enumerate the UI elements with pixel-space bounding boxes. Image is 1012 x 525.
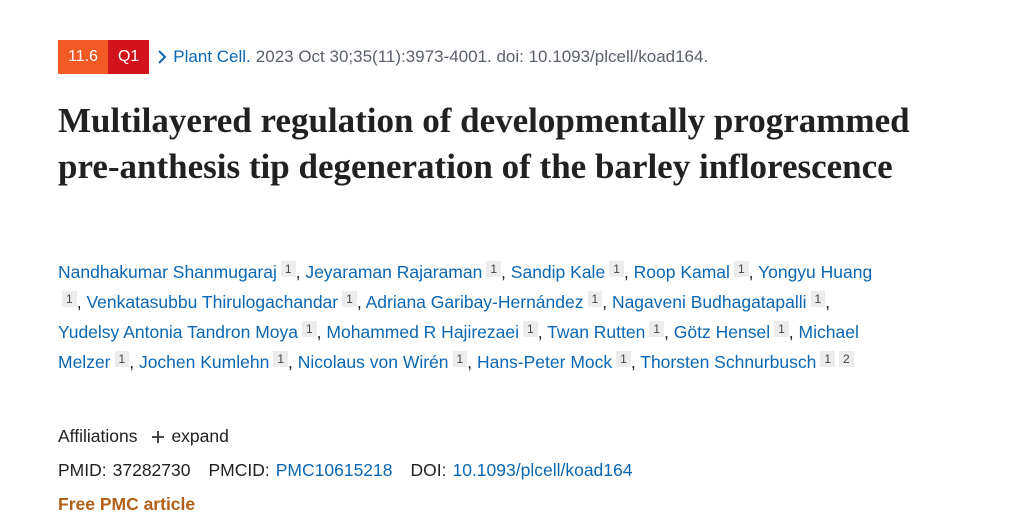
author-name[interactable]: Yongyu Huang [758, 262, 873, 282]
author: Adriana Garibay-Hernández 1, [365, 291, 608, 312]
author: Nicolaus von Wirén 1, [297, 351, 473, 372]
author-separator: , [664, 322, 669, 342]
citation-bar: 11.6 Q1 Plant Cell. 2023 Oct 30;35(11):3… [58, 40, 708, 74]
expand-toggle[interactable]: expand [171, 426, 229, 446]
author-separator: , [788, 322, 794, 342]
author: Mohammed R Hajirezaei 1, [326, 321, 543, 342]
author: Jeyaraman Rajaraman 1, [305, 261, 506, 282]
author-separator: , [316, 322, 322, 342]
author-name[interactable]: Sandip Kale [510, 262, 606, 282]
affiliation-ref[interactable]: 1 [774, 321, 789, 337]
author-name[interactable]: Roop Kamal [633, 262, 730, 282]
author: Venkatasubbu Thirulogachandar 1, [86, 291, 362, 312]
affiliation-ref[interactable]: 1 [486, 261, 502, 277]
author: Yongyu Huang 1, [58, 262, 872, 312]
author-separator: , [501, 262, 506, 282]
impact-badge: 11.6 [58, 40, 108, 74]
author: Nagaveni Budhagatapalli 1, [611, 291, 831, 312]
author-name[interactable]: Nagaveni Budhagatapalli [611, 292, 807, 312]
affiliations-row: Affiliations expand [58, 426, 229, 447]
article-title: Multilayered regulation of developmental… [58, 101, 910, 186]
affiliation-ref[interactable]: 1 [810, 291, 826, 307]
affiliation-ref[interactable]: 1 [280, 261, 296, 277]
author-separator: , [295, 262, 301, 282]
author: Yudelsy Antonia Tandron Moya 1, [58, 321, 322, 342]
author-separator: , [623, 262, 629, 282]
pmid-label: PMID: [58, 460, 107, 480]
author-name[interactable]: Hans-Peter Mock [476, 352, 613, 372]
author-separator: , [537, 322, 543, 342]
affiliation-ref[interactable]: 1 [342, 291, 357, 307]
author: Twan Rutten 1, [547, 321, 669, 342]
affiliation-ref[interactable]: 2 [839, 351, 854, 367]
author-separator: , [630, 352, 636, 372]
affiliation-ref[interactable]: 1 [452, 351, 468, 367]
author-name[interactable]: Yudelsy Antonia Tandron Moya [58, 322, 298, 342]
chevron-icon [158, 50, 167, 64]
author-name[interactable]: Adriana Garibay-Hernández [365, 292, 584, 312]
affiliation-ref[interactable]: 1 [523, 321, 538, 337]
journal-link[interactable]: Plant Cell. [173, 47, 251, 66]
pmcid-label: PMCID: [208, 460, 270, 480]
affiliation-ref[interactable]: 1 [649, 321, 665, 337]
author-name[interactable]: Götz Hensel [673, 322, 771, 342]
doi-link[interactable]: 10.1093/plcell/koad164 [452, 460, 633, 480]
affiliation-ref[interactable]: 1 [62, 291, 77, 307]
affiliation-ref[interactable]: 1 [301, 321, 317, 337]
affiliation-ref[interactable]: 1 [587, 291, 603, 307]
author-name[interactable]: Michael Melzer [58, 322, 859, 372]
author-name[interactable]: Nandhakumar Shanmugaraj [58, 262, 277, 282]
author-separator: , [76, 292, 82, 312]
author-separator: , [288, 352, 293, 372]
identifiers-row: PMID: 37282730 PMCID: PMC10615218 DOI: 1… [58, 460, 633, 481]
affiliation-ref[interactable]: 1 [820, 351, 836, 367]
author: Hans-Peter Mock 1, [476, 351, 636, 372]
author-separator: , [748, 262, 754, 282]
author: Götz Hensel 1, [673, 321, 794, 342]
author-separator: , [129, 352, 135, 372]
author-name[interactable]: Venkatasubbu Thirulogachandar [86, 292, 339, 312]
author-name[interactable]: Twan Rutten [547, 322, 646, 342]
affiliation-ref[interactable]: 1 [609, 261, 624, 277]
quartile-badge: Q1 [107, 40, 150, 74]
author-list: Nandhakumar Shanmugaraj 1, Jeyaraman Raja… [58, 257, 888, 377]
affiliation-ref[interactable]: 1 [733, 261, 749, 277]
author-separator: , [602, 292, 608, 312]
free-article-label: Free PMC article [58, 494, 196, 514]
affiliation-ref[interactable]: 1 [616, 351, 631, 367]
author-name[interactable]: Nicolaus von Wirén [297, 352, 449, 372]
author: Nandhakumar Shanmugaraj 1, [58, 261, 301, 282]
author: Sandip Kale 1, [510, 261, 629, 282]
author-name[interactable]: Mohammed R Hajirezaei [326, 322, 519, 342]
author-name[interactable]: Jochen Kumlehn [138, 352, 270, 372]
author-separator: , [467, 352, 473, 372]
affiliations-label: Affiliations [58, 426, 138, 446]
author-separator: , [356, 292, 362, 312]
pmcid-link[interactable]: PMC10615218 [275, 460, 393, 480]
author: Michael Melzer 1, [58, 322, 859, 372]
author-separator: , [825, 292, 831, 312]
affiliation-ref[interactable]: 1 [273, 351, 289, 367]
author: Jochen Kumlehn 1, [138, 351, 293, 372]
citation-text: 2023 Oct 30;35(11):3973-4001. doi: 10.10… [255, 47, 709, 66]
author: Thorsten Schnurbusch 1 2 [640, 351, 854, 372]
author-name[interactable]: Thorsten Schnurbusch [640, 352, 817, 372]
author: Roop Kamal 1, [633, 261, 754, 282]
affiliation-ref[interactable]: 1 [114, 351, 130, 367]
doi-label: DOI: [410, 460, 447, 480]
author-name[interactable]: Jeyaraman Rajaraman [305, 262, 483, 282]
pmid: 37282730 [112, 460, 191, 480]
plus-icon[interactable] [151, 430, 165, 444]
